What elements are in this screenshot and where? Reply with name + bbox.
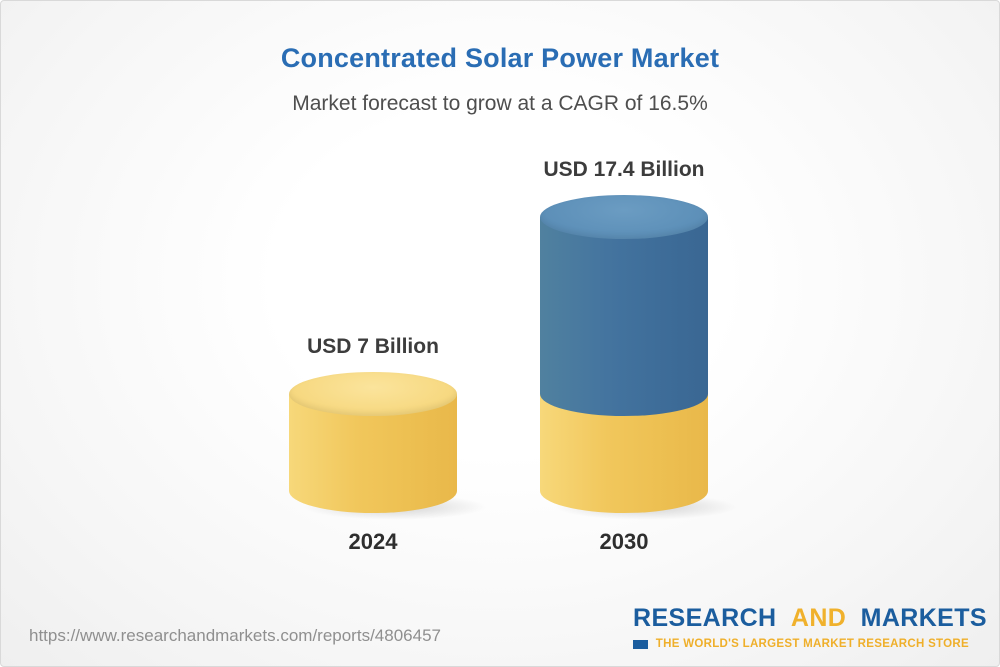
cylinder-2024 bbox=[289, 372, 487, 520]
cylinder-2030 bbox=[540, 195, 738, 520]
logo-bar bbox=[633, 639, 648, 649]
bar-group-2024: USD 7 Billion 2024 bbox=[289, 335, 487, 555]
cylinder-top-cap bbox=[289, 372, 457, 416]
year-label-2030: 2030 bbox=[599, 529, 649, 554]
year-label-2024: 2024 bbox=[348, 529, 398, 554]
logo-tagline: THE WORLD'S LARGEST MARKET RESEARCH STOR… bbox=[655, 638, 969, 650]
bar-group-2030: USD 17.4 Billion 2030 bbox=[540, 158, 738, 555]
chart-title: Concentrated Solar Power Market bbox=[280, 43, 720, 73]
logo-word-research: RESEARCH bbox=[633, 604, 777, 632]
cylinder-top-cap bbox=[540, 195, 708, 239]
chart-subtitle: Market forecast to grow at a CAGR of 16.… bbox=[292, 92, 708, 115]
research-and-markets-logo: RESEARCH AND MARKETS THE WORLD'S LARGEST… bbox=[633, 604, 987, 650]
chart-header: Concentrated Solar Power Market Market f… bbox=[1, 43, 999, 116]
logo-tagline-row: THE WORLD'S LARGEST MARKET RESEARCH STOR… bbox=[633, 638, 969, 650]
source-url: https://www.researchandmarkets.com/repor… bbox=[29, 626, 441, 645]
value-label-2024: USD 7 Billion bbox=[307, 335, 439, 358]
logo-word-markets: MARKETS bbox=[860, 604, 988, 632]
logo-wordmark: RESEARCH AND MARKETS bbox=[633, 604, 987, 633]
cylinder-segment-blue bbox=[540, 217, 708, 416]
value-label-2030: USD 17.4 Billion bbox=[543, 158, 705, 181]
logo-word-and: AND bbox=[790, 604, 847, 632]
